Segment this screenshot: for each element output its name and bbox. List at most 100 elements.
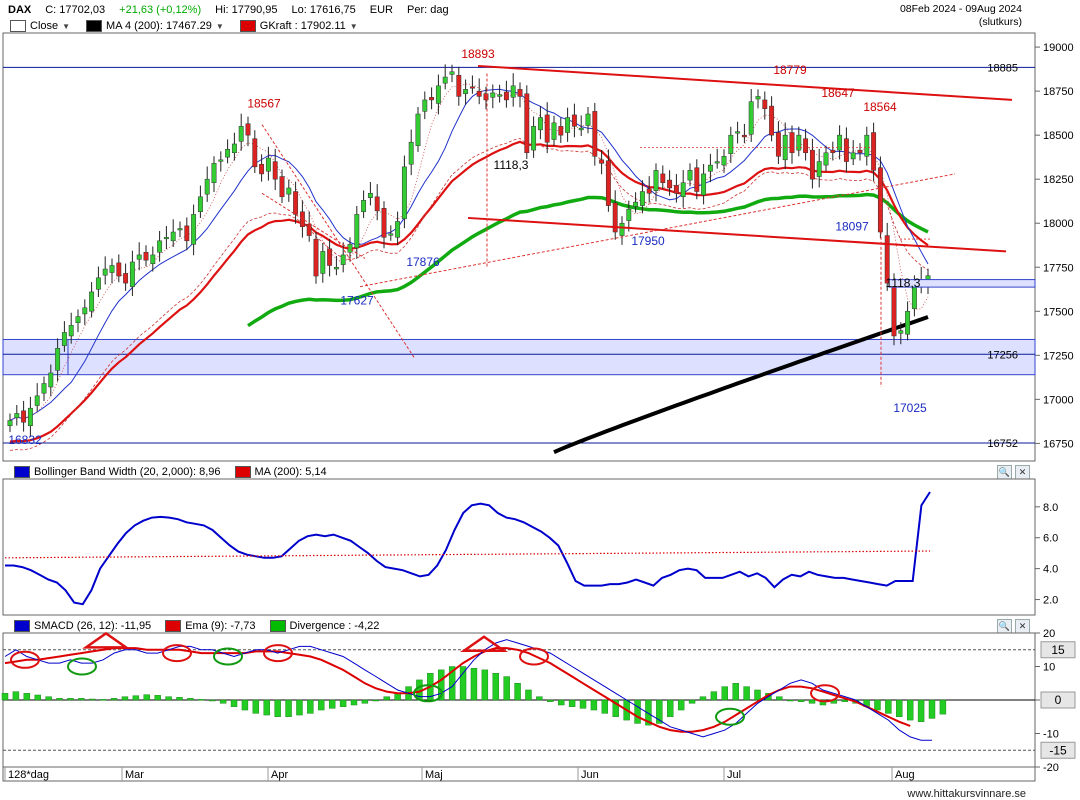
- candle-body: [204, 178, 210, 195]
- candle-body: [327, 248, 333, 266]
- candle-body: [136, 254, 142, 260]
- legend-bbw-label: Bollinger Band Width (20, 2,000): 8,96: [34, 466, 221, 478]
- divergence-bar: [219, 699, 227, 704]
- macd-y-tick-label: -10: [1043, 729, 1059, 741]
- annotation-label: 17627: [340, 294, 374, 308]
- candle-body: [660, 173, 666, 183]
- divergence-bar: [721, 686, 728, 701]
- candle-body: [211, 163, 217, 183]
- divergence-bar: [896, 699, 903, 717]
- candle-body: [673, 185, 679, 194]
- chevron-down-icon[interactable]: ▼: [62, 21, 71, 31]
- legend-bbw[interactable]: Bollinger Band Width (20, 2,000): 8,96: [14, 466, 221, 478]
- bb-y-tick-label: 4.0: [1043, 564, 1058, 576]
- legend-gkraft[interactable]: GKraft : 17902.11 ▼: [239, 20, 358, 32]
- divergence-bar: [917, 699, 925, 722]
- candle-body: [762, 99, 768, 109]
- divergence-bar: [787, 699, 794, 702]
- annotation-label: 17950: [631, 234, 665, 248]
- legend-close-label: Close: [30, 20, 59, 32]
- legend-gkraft-label: GKraft : 17902.11: [259, 20, 346, 32]
- legend-smacd[interactable]: SMACD (26, 12): -11,95: [14, 620, 151, 632]
- legend-bbma[interactable]: MA (200): 5,14: [234, 466, 327, 478]
- sell-signal-marker: [263, 644, 293, 663]
- divergence-bar: [318, 699, 325, 711]
- divergence-bar: [78, 698, 85, 701]
- divergence-bar: [132, 695, 140, 701]
- legend-divergence[interactable]: Divergence : -4,22: [269, 620, 379, 632]
- divergence-bar: [56, 698, 63, 701]
- x-tick-label: Jun: [581, 769, 599, 781]
- candle-body: [435, 85, 441, 104]
- candle-body: [116, 262, 122, 277]
- candle-body: [123, 273, 129, 284]
- divergence-bar: [677, 699, 685, 711]
- chevron-down-icon[interactable]: ▼: [349, 21, 358, 31]
- divergence-bar: [99, 699, 107, 701]
- ma-200-line: [553, 315, 929, 455]
- low-value: Lo: 17616,75: [291, 4, 356, 16]
- divergence-bar: [612, 699, 619, 717]
- divergence-bar: [350, 699, 358, 706]
- divergence-bar: [372, 699, 379, 702]
- divergence-bar: [558, 699, 565, 706]
- annotation-label: 17025: [893, 401, 927, 415]
- x-tick-label: Jul: [727, 769, 741, 781]
- divergence-bar: [514, 683, 521, 701]
- candle-body: [857, 149, 863, 154]
- divergence-bar: [110, 698, 118, 701]
- divergence-bar: [470, 667, 478, 701]
- bb-panel-tools: 🔍 ✕: [997, 465, 1030, 480]
- candle-body: [748, 101, 754, 135]
- mini-zone: [888, 279, 1036, 288]
- ma-green-line: [247, 192, 929, 328]
- macd-level-label: 0: [1055, 693, 1062, 707]
- divergence-bar: [187, 698, 194, 701]
- candle-body: [381, 208, 387, 238]
- divergence-bar: [23, 693, 31, 701]
- candle-body: [252, 138, 258, 168]
- candle-body: [143, 252, 149, 261]
- x-tick-label: Maj: [425, 769, 443, 781]
- bb-legend: Bollinger Band Width (20, 2,000): 8,96 M…: [0, 463, 1080, 481]
- legend-close[interactable]: Close ▼: [10, 20, 70, 32]
- annotation-label: 18564: [863, 100, 897, 114]
- chevron-down-icon[interactable]: ▼: [215, 21, 224, 31]
- legend-gkraft-swatch: [239, 20, 256, 32]
- candle-body: [707, 164, 713, 172]
- divergence-bar: [568, 699, 576, 707]
- candle-body: [177, 228, 183, 231]
- close-icon[interactable]: ✕: [1015, 619, 1030, 634]
- legend-close-swatch: [10, 20, 26, 32]
- legend-divergence-swatch: [269, 620, 286, 632]
- candle-body: [578, 127, 584, 131]
- buy-signal-marker: [715, 707, 745, 726]
- candle-body: [830, 149, 836, 154]
- divergence-bar: [590, 699, 598, 711]
- divergence-bar: [143, 694, 150, 701]
- divergence-bar: [285, 699, 292, 717]
- candle-body: [490, 92, 496, 98]
- main-legend: Close ▼ MA 4 (200): 17467.29 ▼ GKraft : …: [0, 17, 1080, 35]
- candle-body: [129, 261, 135, 287]
- divergence-bar: [394, 693, 401, 701]
- candle-body: [61, 332, 67, 346]
- candle-body: [571, 114, 577, 127]
- divergence-bar: [601, 699, 609, 714]
- candle-body: [14, 413, 20, 419]
- legend-ema[interactable]: Ema (9): -7,73: [165, 620, 256, 632]
- high-value: Hi: 17790,95: [215, 4, 278, 16]
- candle-body: [238, 126, 244, 142]
- y-tick-label: 17750: [1043, 262, 1074, 274]
- candle-body: [816, 161, 822, 177]
- legend-bbma-swatch: [234, 466, 251, 478]
- candle-body: [286, 187, 292, 195]
- candle-body: [612, 202, 618, 233]
- divergence-bar: [536, 696, 543, 701]
- divergence-bar: [841, 699, 848, 702]
- annotation-label: 16832: [8, 433, 42, 447]
- divergence-bar: [361, 699, 369, 704]
- candle-body: [354, 214, 360, 249]
- legend-ma[interactable]: MA 4 (200): 17467.29 ▼: [86, 20, 224, 32]
- price-type: (slutkurs): [978, 16, 1022, 28]
